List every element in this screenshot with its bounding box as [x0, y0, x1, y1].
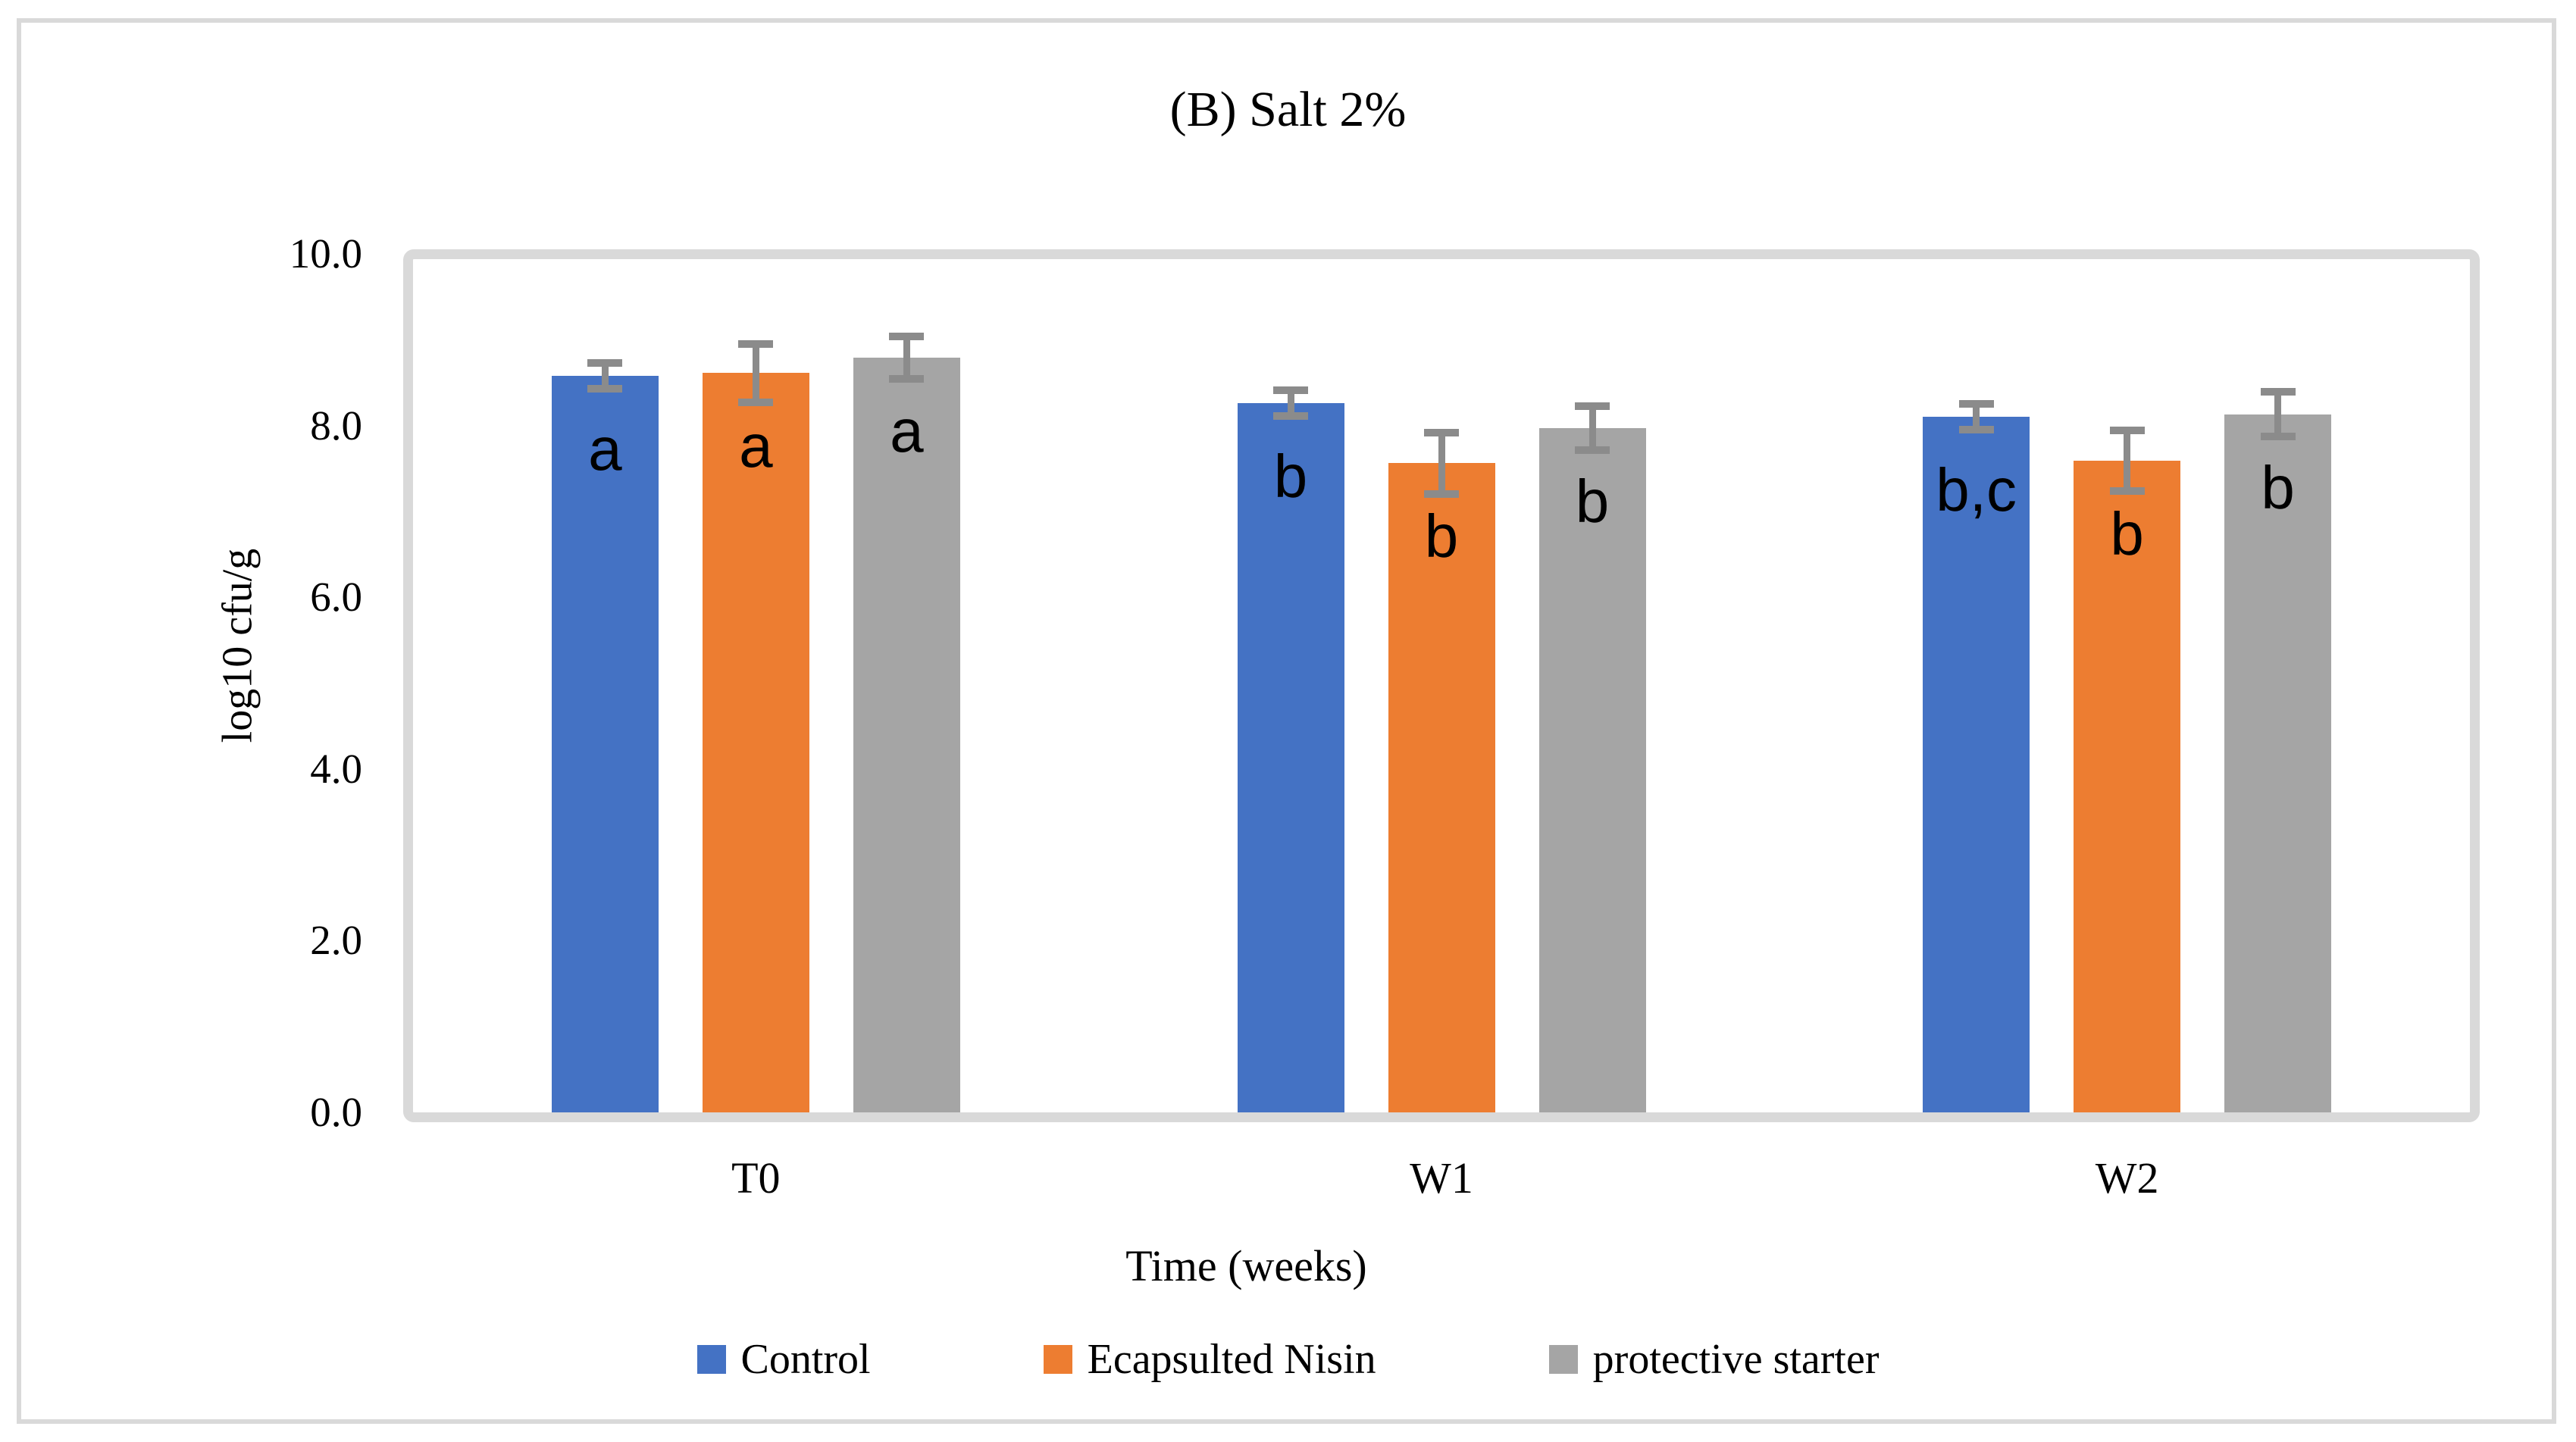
error-bar-stem — [1973, 404, 1980, 430]
error-bar-stem — [1588, 405, 1596, 451]
error-bar-cap — [1273, 412, 1308, 421]
bar-control-w2 — [1923, 417, 2030, 1112]
error-bar-cap — [2260, 388, 2296, 396]
error-bar-cap — [738, 399, 774, 406]
y-tick-label: 10.0 — [289, 230, 362, 277]
bar-ecapsulted-nisin-t0 — [702, 373, 809, 1112]
error-bar-cap — [1958, 400, 1994, 408]
legend-item-ecapsulted-nisin: Ecapsulted Nisin — [1043, 1336, 1376, 1383]
significance-letter: b — [2110, 500, 2144, 568]
bar-control-t0 — [551, 375, 659, 1112]
error-bar-cap — [2260, 433, 2296, 441]
y-tick-label: 4.0 — [310, 745, 362, 792]
error-bar-cap — [2109, 427, 2145, 435]
error-bar-cap — [1958, 426, 1994, 434]
y-tick-label: 6.0 — [310, 574, 362, 621]
x-axis-title: Time (weeks) — [1125, 1241, 1367, 1290]
error-bar-cap — [738, 339, 774, 348]
significance-letter: b,c — [1936, 456, 2017, 524]
legend-item-protective-starter: protective starter — [1548, 1336, 1880, 1383]
y-tick-label: 0.0 — [310, 1089, 362, 1135]
significance-letter: a — [588, 414, 622, 483]
error-bar-stem — [1287, 390, 1294, 417]
x-category-label-w1: W1 — [1410, 1153, 1473, 1203]
significance-letter: a — [890, 397, 924, 465]
error-bar-cap — [587, 358, 623, 367]
bar-control-w1 — [1237, 403, 1344, 1112]
legend-label: Control — [740, 1336, 871, 1383]
legend: Control Ecapsulted Nisin protective starte… — [0, 1337, 2576, 1382]
error-bar-cap — [1424, 490, 1459, 499]
error-bar-cap — [1575, 446, 1610, 455]
legend-swatch — [696, 1345, 726, 1374]
legend-swatch — [1043, 1345, 1072, 1374]
legend-label: protective starter — [1592, 1336, 1880, 1383]
y-tick-label: 2.0 — [310, 917, 362, 964]
error-bar-cap — [1273, 386, 1308, 395]
significance-letter: b — [1424, 502, 1459, 571]
error-bar-stem — [1438, 432, 1445, 495]
error-bar-cap — [889, 332, 925, 340]
error-bar-cap — [1575, 402, 1610, 410]
y-tick-label: 8.0 — [310, 402, 362, 449]
significance-letter: a — [739, 412, 773, 480]
legend-swatch — [1548, 1345, 1578, 1374]
bar-protective-starter-w2 — [2224, 414, 2332, 1112]
legend-item-control: Control — [696, 1336, 871, 1383]
chart-title: (B) Salt 2% — [1169, 82, 1407, 137]
error-bar-stem — [903, 336, 910, 380]
error-bar-stem — [2124, 430, 2131, 491]
bar-protective-starter-w1 — [1538, 427, 1646, 1112]
x-category-label-t0: T0 — [731, 1153, 781, 1203]
error-bar-stem — [2274, 392, 2282, 437]
error-bar-cap — [889, 375, 925, 383]
bar-protective-starter-t0 — [853, 358, 960, 1112]
bar-ecapsulted-nisin-w2 — [2074, 461, 2181, 1112]
error-bar-stem — [752, 343, 759, 402]
significance-letter: b — [2261, 453, 2295, 521]
legend-label: Ecapsulted Nisin — [1087, 1336, 1376, 1383]
error-bar-stem — [601, 362, 609, 389]
significance-letter: b — [1273, 443, 1308, 511]
significance-letter: b — [1575, 467, 1610, 535]
error-bar-cap — [1424, 428, 1459, 436]
error-bar-cap — [2109, 486, 2145, 495]
bar-ecapsulted-nisin-w1 — [1388, 463, 1495, 1112]
error-bar-cap — [587, 384, 623, 393]
plot-area — [403, 249, 2480, 1122]
x-category-label-w2: W2 — [2095, 1153, 2159, 1203]
